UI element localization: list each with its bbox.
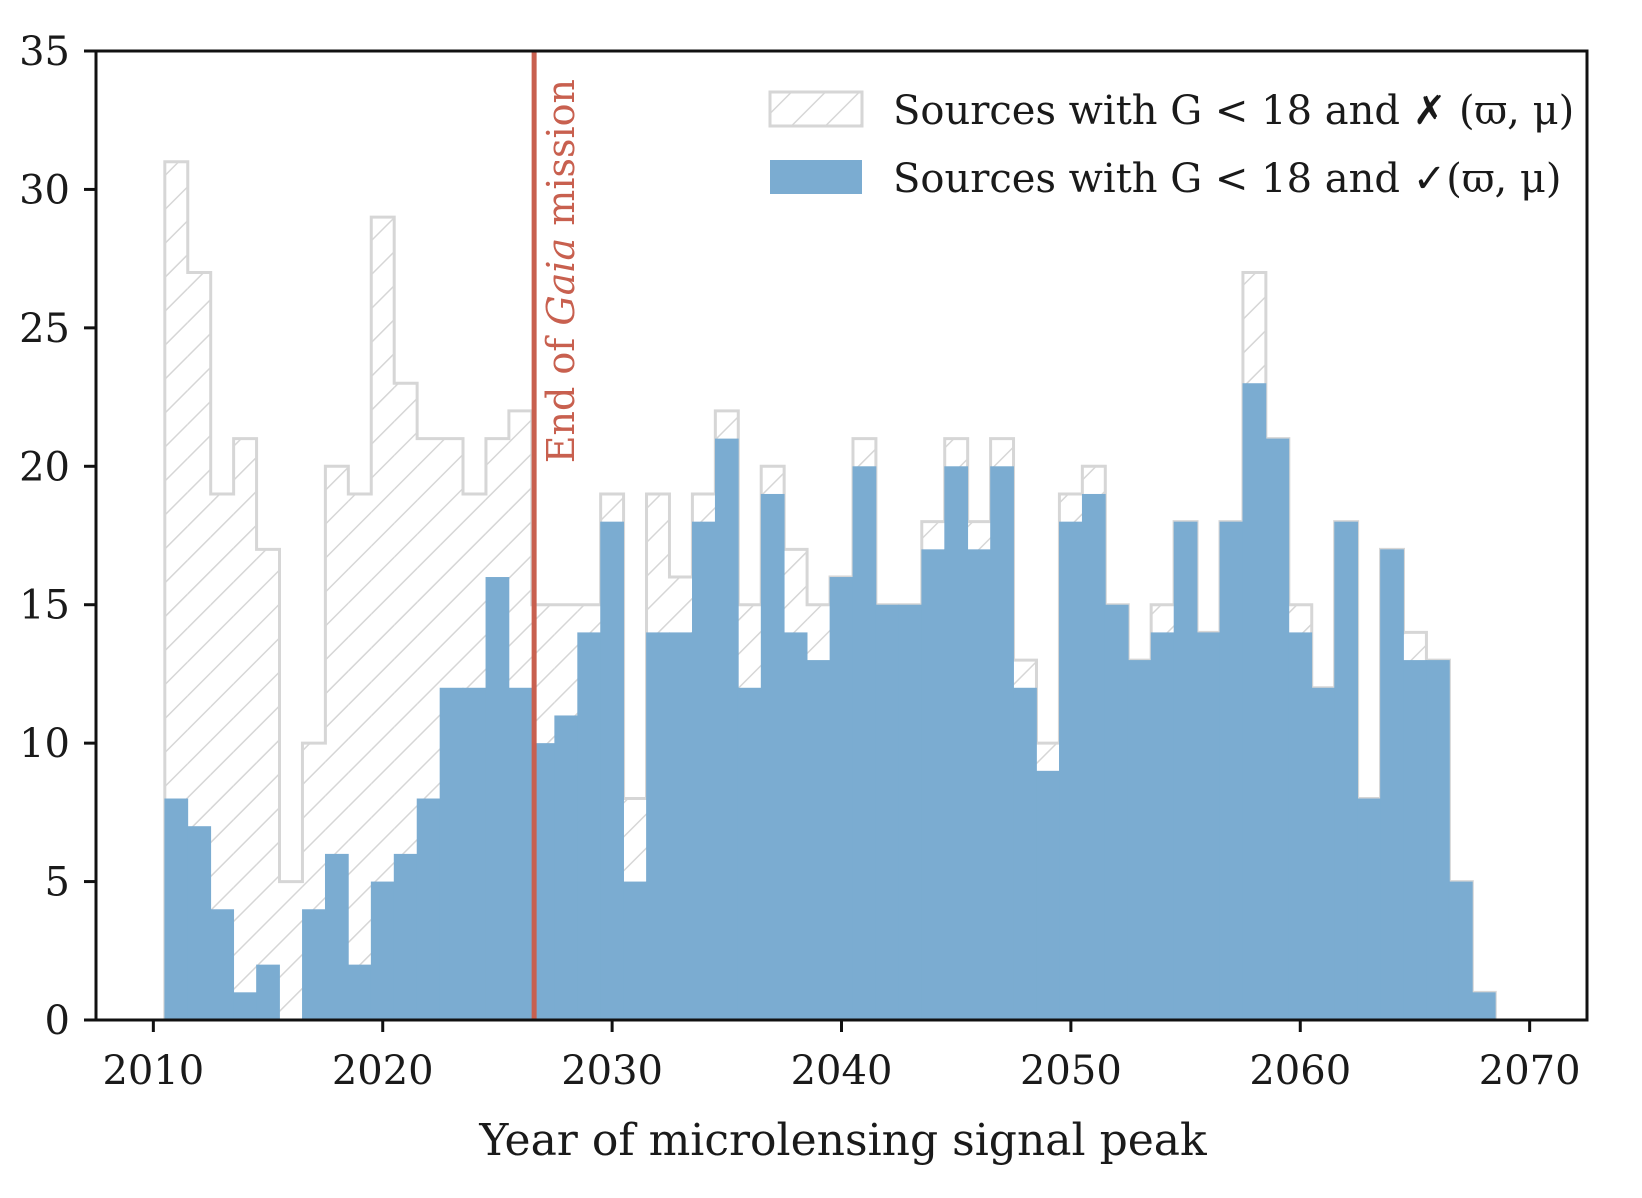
filled-bar [393, 853, 418, 1020]
y-tick-label: 0 [45, 998, 70, 1044]
filled-bar [737, 687, 762, 1020]
filled-bar [944, 466, 969, 1020]
filled-bar [1013, 687, 1037, 1020]
hatched-bar [348, 493, 372, 1020]
filled-bar [462, 687, 487, 1020]
filled-bar [233, 992, 257, 1020]
filled-bar [347, 964, 372, 1020]
legend-swatch-hatched [768, 90, 864, 128]
filled-bar [829, 577, 854, 1020]
filled-bar [1173, 521, 1198, 1020]
filled-bar [1150, 632, 1175, 1020]
filled-bar [714, 438, 739, 1021]
legend-swatch-filled [770, 160, 862, 194]
legend-label-hatched: Sources with G < 18 and ✗ (ϖ, μ) [893, 88, 1574, 134]
filled-bar [508, 687, 533, 1020]
filled-bar [967, 549, 991, 1020]
filled-bar [554, 715, 579, 1020]
x-axis-title: Year of microlensing signal peak [478, 1115, 1207, 1166]
y-tick-label: 10 [19, 721, 70, 767]
filled-bar [600, 521, 624, 1020]
y-tick-label: 30 [19, 167, 70, 213]
filled-bar [1403, 660, 1427, 1020]
filled-bar [370, 881, 395, 1020]
filled-bar [669, 632, 693, 1020]
axes: 2010 2020 2030 2040 2050 2060 2070 0 5 10 15 20 25 30… [19, 29, 1589, 1094]
legend-label-filled: Sources with G < 18 and ✓(ϖ, μ) [893, 156, 1561, 202]
legend: Sources with G < 18 and ✗ (ϖ, μ) Sources… [768, 88, 1574, 202]
filled-bar [852, 466, 877, 1020]
x-tick-label: 2050 [1020, 1048, 1122, 1094]
filled-bar [256, 964, 280, 1020]
plot-area: End of Gaia mission [163, 51, 1497, 1021]
y-tick-label: 5 [45, 860, 70, 906]
filled-bar [1380, 549, 1404, 1020]
filled-bar [302, 909, 326, 1020]
filled-bar [921, 549, 946, 1020]
hatched-bar [371, 217, 395, 1021]
x-tick-label: 2030 [561, 1048, 663, 1094]
x-tick-label: 2010 [102, 1048, 204, 1094]
filled-bar [485, 577, 510, 1020]
gaia-mission-label: End of Gaia mission [539, 79, 583, 463]
filled-bar [898, 604, 923, 1020]
filled-bar [1311, 687, 1336, 1020]
filled-bar [164, 798, 189, 1020]
filled-bar [187, 826, 212, 1020]
filled-bar [324, 853, 349, 1020]
x-tick-label: 2070 [1479, 1048, 1581, 1094]
x-tick-label: 2040 [791, 1048, 893, 1094]
filled-bar [1426, 660, 1450, 1020]
y-tick-label: 35 [19, 29, 70, 75]
hatched-bar [233, 438, 257, 1021]
filled-bar [1334, 521, 1359, 1020]
filled-bar [439, 687, 464, 1020]
filled-bar [1081, 493, 1106, 1020]
filled-bar [623, 881, 647, 1020]
filled-bar [1471, 992, 1496, 1020]
filled-bar [760, 493, 785, 1020]
filled-bar [1036, 770, 1060, 1020]
hatched-bar [210, 493, 234, 1020]
filled-bar [1059, 521, 1083, 1020]
filled-bar [875, 604, 900, 1020]
filled-bar [1196, 632, 1221, 1020]
filled-bar [1448, 881, 1473, 1020]
filled-bar [1104, 604, 1129, 1020]
y-tick-label: 15 [19, 583, 70, 629]
filled-bar [1288, 632, 1313, 1020]
filled-bar [806, 660, 831, 1020]
filled-bar [577, 632, 602, 1020]
filled-bar [1127, 660, 1152, 1020]
filled-bar [783, 632, 808, 1020]
filled-bar [990, 466, 1014, 1020]
filled-bar [1242, 383, 1267, 1020]
filled-bar [1219, 521, 1244, 1020]
hatched-bar [279, 881, 303, 1020]
hatched-bar [256, 549, 280, 1020]
y-tick-label: 25 [19, 306, 70, 352]
filled-bar [646, 632, 670, 1020]
filled-bar [1265, 438, 1290, 1021]
filled-bar [531, 743, 556, 1020]
filled-bar [416, 798, 441, 1020]
filled-bar [210, 909, 235, 1020]
y-tick-label: 20 [19, 444, 70, 490]
x-tick-label: 2020 [332, 1048, 434, 1094]
x-tick-label: 2060 [1249, 1048, 1351, 1094]
filled-bar [1357, 798, 1381, 1020]
filled-bar [692, 521, 716, 1020]
